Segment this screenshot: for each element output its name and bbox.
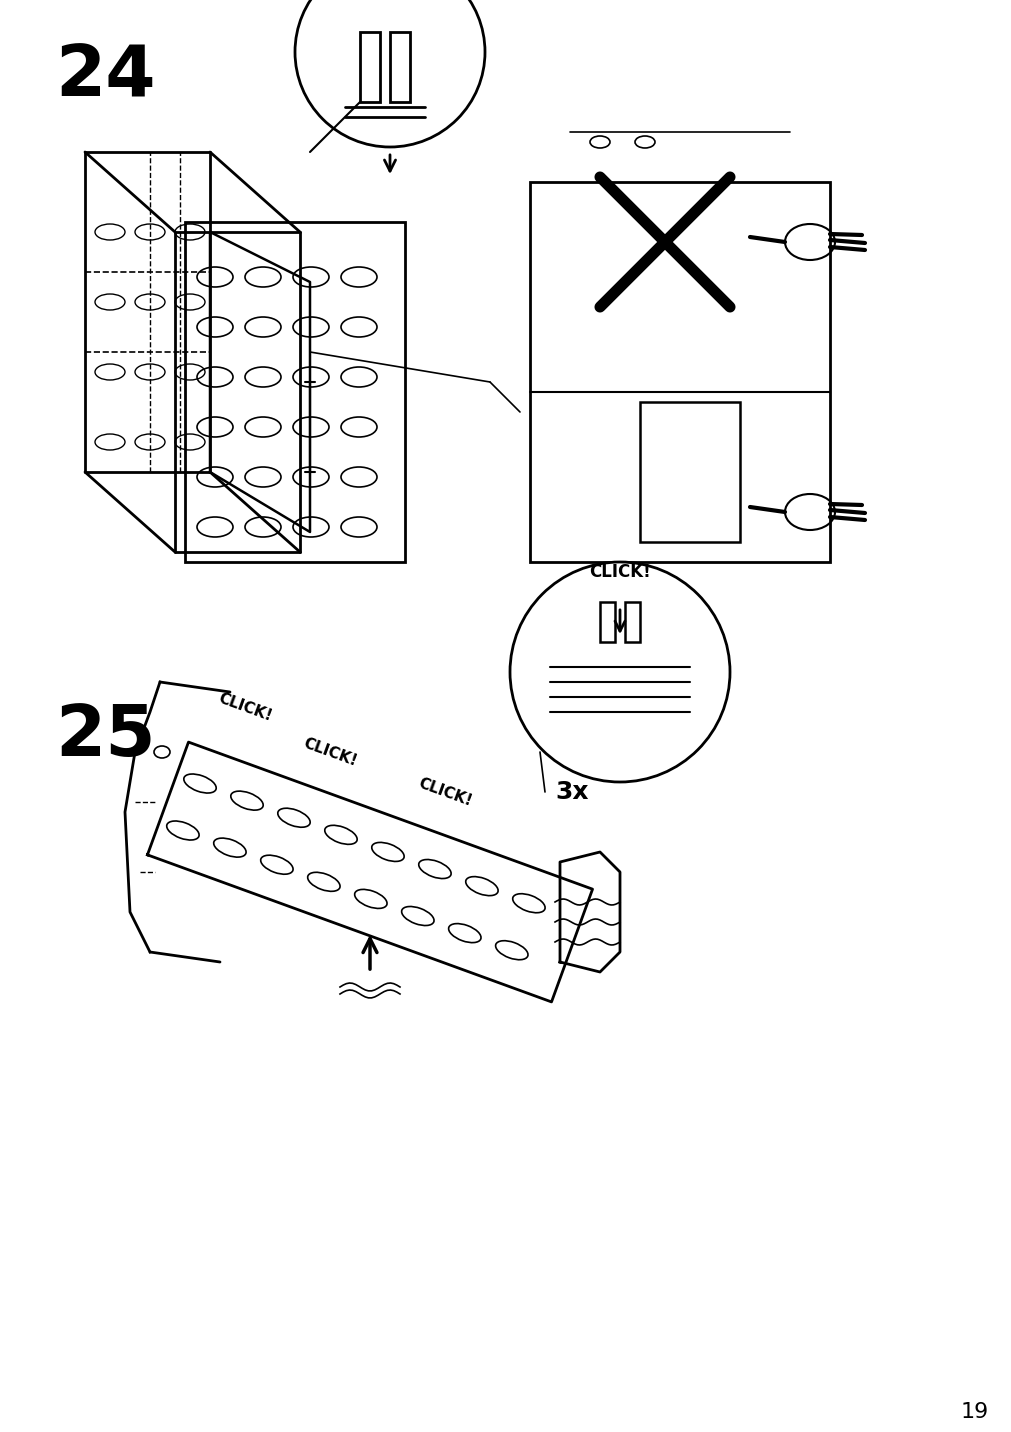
Text: 19: 19 xyxy=(959,1402,988,1422)
Bar xyxy=(389,32,409,102)
Circle shape xyxy=(295,0,484,147)
Text: CLICK!: CLICK! xyxy=(300,736,359,769)
Circle shape xyxy=(510,561,729,782)
Text: 25: 25 xyxy=(55,702,156,770)
Text: 3x: 3x xyxy=(554,780,588,803)
Bar xyxy=(625,601,639,642)
Bar xyxy=(600,601,615,642)
Bar xyxy=(530,182,829,561)
Text: CLICK!: CLICK! xyxy=(416,775,473,809)
Text: CLICK!: CLICK! xyxy=(588,563,650,581)
Bar xyxy=(185,222,404,561)
Bar xyxy=(360,32,379,102)
Bar xyxy=(639,402,739,541)
Text: 24: 24 xyxy=(55,42,156,112)
Text: CLICK!: CLICK! xyxy=(216,690,274,723)
